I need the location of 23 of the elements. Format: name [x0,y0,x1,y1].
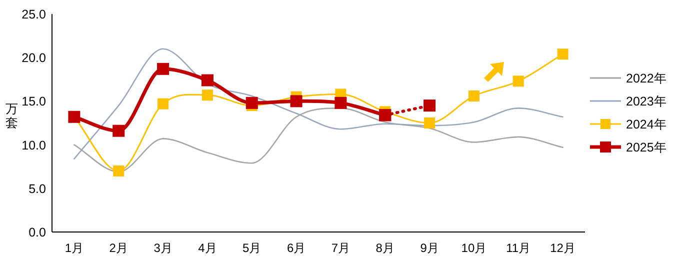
legend-label: 2024年 [626,118,667,132]
x-tick-label: 11月 [506,241,531,255]
x-tick-label: 8月 [376,241,394,255]
y-tick-label: 15.0 [22,94,46,109]
legend-label: 2022年 [626,72,667,86]
x-tick-label: 3月 [154,241,172,255]
legend-label: 2025年 [626,140,667,154]
y-tick-label: 10.0 [22,138,46,152]
y-tick-label: 25.0 [22,8,46,22]
x-tick-label: 4月 [198,241,217,255]
y-tick-label: 0.0 [28,226,46,240]
x-tick-label: 5月 [242,241,262,255]
legend-label: 2023年 [626,94,667,108]
y-axis-title: 万套 [6,102,18,130]
x-tick-label: 6月 [286,241,306,255]
x-tick-label: 12月 [550,241,576,255]
y-tick-label: 20.0 [22,51,46,66]
x-tick-label: 7月 [331,241,350,255]
y-tick-label: 5.0 [28,182,46,196]
x-tick-label: 10月 [461,241,487,255]
x-tick-label: 1月 [64,241,84,255]
x-tick-label: 9月 [420,241,439,255]
x-tick-label: 2月 [109,241,128,255]
